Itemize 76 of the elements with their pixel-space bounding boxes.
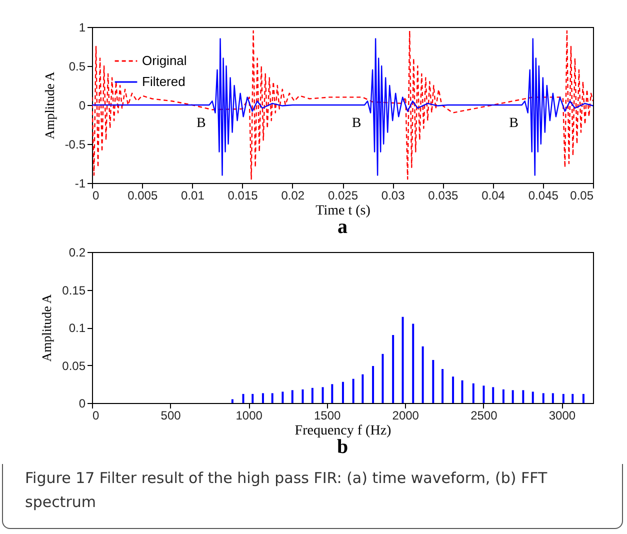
bar	[532, 392, 534, 403]
bar	[422, 346, 424, 403]
y-tick-label: -1	[74, 176, 86, 190]
bar	[402, 316, 404, 403]
bar	[582, 394, 584, 403]
y-tick-label: -0.5	[64, 138, 86, 152]
bar	[572, 394, 574, 403]
legend-label: Filtered	[142, 74, 186, 89]
bar	[522, 390, 524, 403]
bar	[282, 392, 284, 403]
bar	[502, 389, 504, 403]
text: b	[336, 436, 348, 458]
x-tick-label: 0	[92, 408, 100, 422]
x-tick-label: 0.035	[428, 188, 459, 202]
text: a	[338, 216, 348, 238]
bar	[372, 366, 374, 403]
bar	[382, 354, 384, 403]
annotation: B	[352, 116, 362, 131]
bar	[482, 386, 485, 403]
x-tick-label: 0.03	[381, 188, 406, 202]
x-tick-label: 500	[160, 408, 182, 422]
bar	[231, 399, 234, 403]
bar	[342, 382, 344, 403]
bar	[452, 376, 454, 403]
y-tick-label: 0.1	[68, 321, 86, 335]
bar	[461, 380, 464, 403]
annotation: B	[196, 116, 206, 131]
bar	[322, 387, 324, 403]
x-tick-label: 2000	[392, 408, 420, 422]
x-tick-label: 0.02	[281, 188, 305, 202]
bar	[562, 394, 564, 403]
x-axis-title: Time t (s)	[316, 204, 371, 218]
bar	[412, 324, 414, 403]
bar	[271, 393, 274, 403]
x-tick-label: 0.005	[128, 188, 158, 202]
y-tick-label: 0	[78, 396, 86, 410]
x-tick-label: 0.045	[528, 188, 559, 202]
x-tick-label: 0	[92, 188, 100, 202]
x-tick-label: 0.05	[570, 188, 594, 202]
bar	[242, 394, 244, 403]
bar	[442, 369, 444, 403]
x-tick-label: 1500	[314, 408, 342, 422]
x-tick-label: 3000	[548, 408, 576, 422]
bar	[362, 374, 364, 403]
x-tick-label: 0.015	[228, 188, 258, 202]
legend-label: Original	[142, 53, 187, 68]
bar	[552, 393, 554, 403]
x-tick-label: 1000	[236, 408, 263, 422]
x-axis-title: Frequency f (Hz)	[294, 424, 392, 438]
bar	[252, 394, 254, 403]
y-tick-label: 0.15	[62, 283, 86, 298]
annotation: B	[509, 116, 519, 131]
bar	[392, 335, 394, 403]
y-tick-label: 1	[78, 20, 86, 34]
y-tick-label: 0.2	[68, 246, 86, 260]
bar	[432, 360, 434, 403]
x-tick-label: 2500	[470, 408, 498, 422]
bar	[352, 378, 354, 403]
bar	[262, 393, 264, 403]
bar	[311, 388, 314, 403]
y-axis-title: Amplitude A	[39, 294, 54, 362]
x-tick-label: 0.04	[482, 188, 506, 202]
x-tick-label: 0.01	[181, 188, 205, 202]
y-axis-title: Amplitude A	[42, 71, 57, 140]
x-tick-label: 0.025	[328, 188, 358, 202]
y-tick-label: 0	[78, 98, 86, 112]
caption: Figure 17 Filter result of the high pass FIR: (a) time waveform, (b) FFT spectrum	[25, 468, 548, 513]
bar	[492, 387, 494, 403]
bar	[542, 393, 544, 403]
y-tick-label: 0.5	[68, 60, 86, 74]
y-tick-label: 0.05	[62, 358, 86, 373]
bar	[472, 383, 474, 403]
bar	[331, 384, 334, 403]
bar	[512, 390, 514, 403]
bar	[291, 390, 294, 403]
bar	[302, 389, 304, 403]
